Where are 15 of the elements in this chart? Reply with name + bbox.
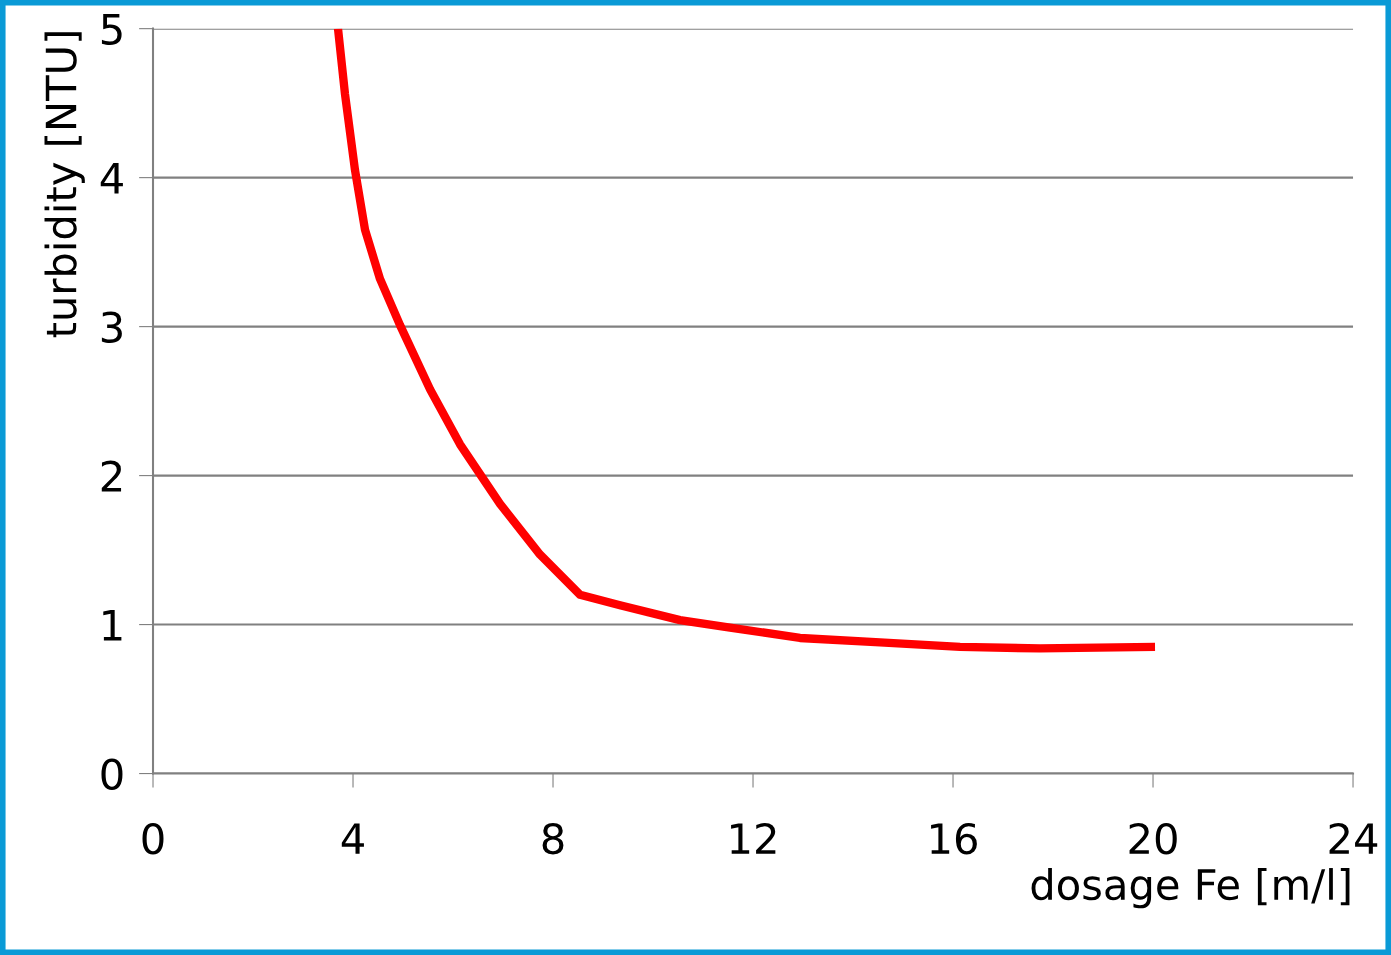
y-tick-label: 4 bbox=[100, 163, 123, 194]
y-tick-label: 0 bbox=[101, 758, 123, 790]
x-tick-label: 24 bbox=[1329, 822, 1378, 854]
x-tick-label: 8 bbox=[542, 822, 564, 855]
y-tick-label: 2 bbox=[101, 460, 122, 492]
y-axis-title: turbidity [NTU] bbox=[44, 32, 85, 338]
y-tick-label: 3 bbox=[101, 311, 122, 344]
x-tick-label: 12 bbox=[731, 822, 776, 854]
x-tick-label: 20 bbox=[1129, 822, 1177, 855]
x-tick-label: 4 bbox=[341, 823, 364, 854]
y-tick-label: 1 bbox=[103, 610, 122, 641]
x-axis-title: dosage Fe [m/l] bbox=[1031, 868, 1350, 909]
x-tick-label: 0 bbox=[142, 822, 164, 855]
y-tick-label: 5 bbox=[101, 14, 122, 46]
x-tick-label: 16 bbox=[931, 822, 977, 855]
